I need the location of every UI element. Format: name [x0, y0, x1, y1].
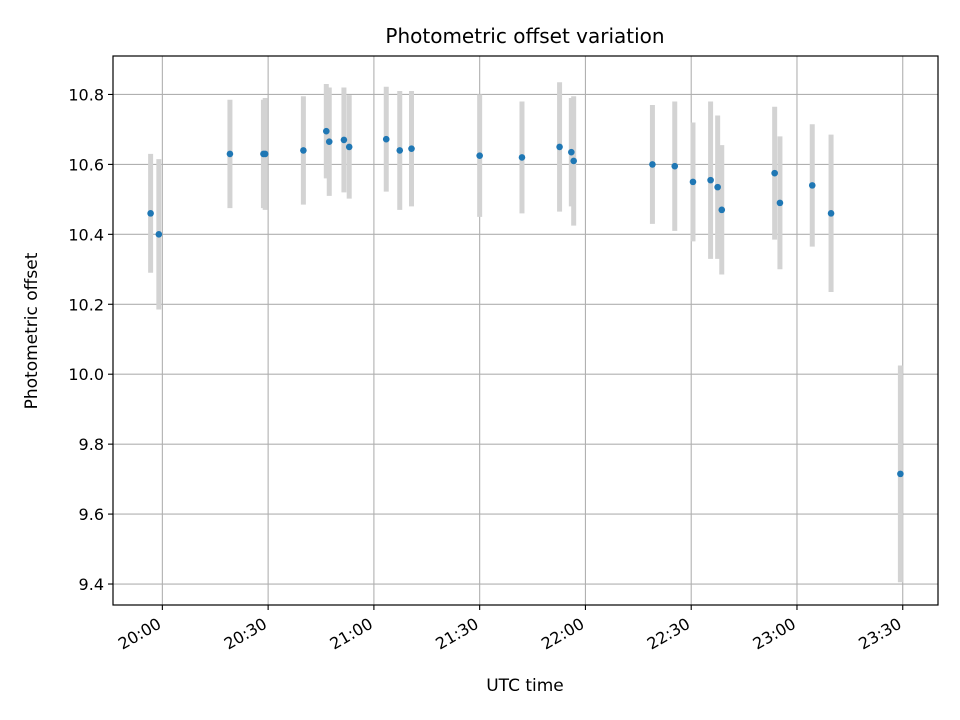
data-point — [570, 157, 577, 165]
data-point — [671, 162, 679, 170]
data-point — [808, 182, 816, 189]
data-point — [325, 138, 333, 145]
data-point — [147, 210, 154, 217]
data-points — [147, 127, 904, 478]
chart-title: Photometric offset variation — [385, 24, 664, 48]
data-point — [476, 152, 483, 159]
data-point — [300, 147, 307, 154]
data-point — [707, 176, 714, 184]
data-point — [689, 178, 697, 186]
data-point — [649, 161, 656, 168]
y-tick-label: 9.6 — [79, 505, 104, 524]
data-point — [408, 145, 415, 152]
y-tick-label: 10.4 — [68, 225, 104, 244]
y-tick-label: 10.2 — [68, 295, 104, 314]
y-tick-label: 10.8 — [68, 85, 104, 104]
x-axis-label: UTC time — [486, 676, 564, 696]
data-point — [897, 470, 904, 478]
data-point — [718, 206, 726, 214]
data-point — [518, 154, 526, 161]
y-tick-label: 10.6 — [68, 155, 104, 174]
data-point — [396, 147, 404, 154]
data-point — [226, 150, 234, 158]
data-point — [382, 135, 390, 143]
data-point — [776, 199, 784, 207]
data-point — [323, 127, 330, 135]
data-point — [714, 183, 721, 191]
data-point — [827, 210, 835, 217]
data-point — [556, 143, 563, 151]
data-point — [345, 143, 353, 151]
plot-frame — [112, 55, 939, 606]
y-tick-label: 10.0 — [68, 365, 104, 384]
data-point — [568, 148, 575, 156]
y-axis-ticks: 9.4 9.6 9.8 10.0 10.2 10.4 10.6 10.8 — [68, 85, 113, 594]
grid-lines — [113, 56, 938, 605]
data-point — [771, 169, 778, 177]
y-tick-label: 9.8 — [79, 435, 104, 454]
data-point — [340, 136, 348, 144]
y-tick-label: 9.4 — [79, 575, 104, 594]
y-axis-label: Photometric offset — [22, 252, 42, 409]
data-point — [155, 231, 163, 238]
data-point — [261, 150, 269, 158]
